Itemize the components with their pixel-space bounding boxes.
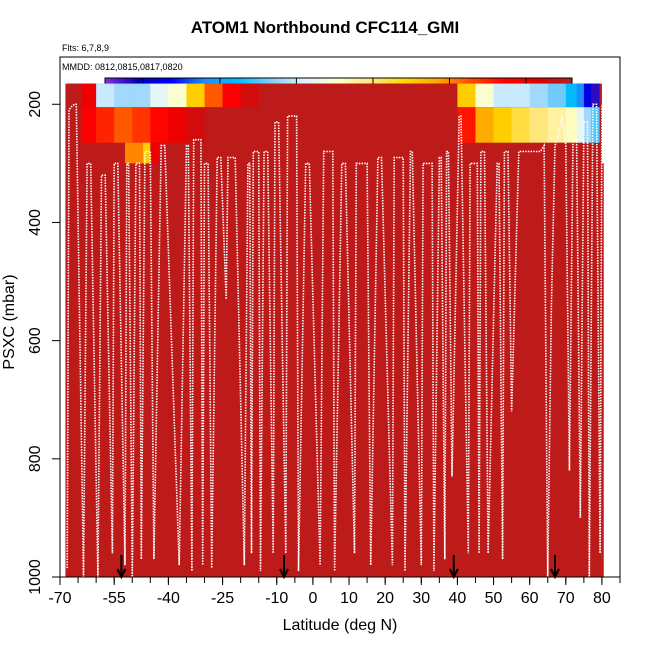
x-tick-label: -70 (48, 590, 71, 607)
heatmap-cell (96, 83, 115, 108)
x-tick-label: 30 (412, 590, 430, 607)
heatmap-cell (457, 107, 476, 143)
heatmap-cell (125, 142, 144, 164)
heatmap-cell (591, 107, 600, 143)
x-tick-label: 10 (340, 590, 358, 607)
x-tick-label: 40 (449, 590, 467, 607)
heatmap-cell (222, 83, 242, 108)
heatmap-cell (529, 107, 549, 143)
heatmap-cell (493, 107, 513, 143)
heatmap-cell (240, 107, 260, 143)
heatmap-cell (81, 107, 97, 143)
x-tick-label: 60 (521, 590, 539, 607)
flights-label: Flts: 6,7,8,9 (62, 43, 110, 53)
heatmap-cell (475, 83, 495, 108)
heatmap-cell (81, 83, 97, 108)
heatmap-cell (258, 83, 278, 108)
x-tick-label: 20 (376, 590, 394, 607)
heatmap-cell (186, 83, 206, 108)
heatmap-cell (446, 83, 458, 108)
heatmap-cell (457, 83, 476, 108)
heatmap-cell (591, 83, 600, 108)
heatmap-cell (168, 107, 187, 143)
heatmap-cell (204, 83, 224, 108)
y-tick-label: 200 (27, 91, 44, 118)
heatmap-cell (150, 83, 169, 108)
heatmap-edge (601, 163, 604, 577)
flight-track (66, 103, 603, 578)
x-tick-label: -25 (211, 590, 234, 607)
heatmap-cell (114, 107, 133, 143)
heatmap-cell (565, 107, 578, 143)
y-tick-label: 600 (27, 327, 44, 354)
heatmap-cell (511, 107, 531, 143)
x-axis: -70 -55 -40 -25 -10 0 10 20 30 40 50 60 70 80 (48, 576, 621, 607)
y-tick-label: 1000 (27, 559, 44, 595)
heatmap-cell (276, 83, 314, 108)
chart-title: ATOM1 Northbound CFC114_GMI (190, 18, 460, 37)
heatmap-cell (240, 83, 260, 108)
x-tick-label: 70 (557, 590, 575, 607)
heatmap-cell (349, 83, 386, 108)
arrows (116, 555, 560, 580)
heatmap-cell (576, 107, 585, 143)
heatmap-cell (349, 107, 386, 143)
y-tick-label: 400 (27, 209, 44, 236)
heatmap-cell (96, 107, 115, 143)
heatmap-cell (150, 142, 159, 164)
x-axis-label: Latitude (deg N) (283, 617, 398, 634)
heatmap-cell (493, 83, 513, 108)
heatmap-cell (576, 83, 585, 108)
heatmap-cell (421, 83, 448, 108)
heatmap-cell (312, 83, 350, 108)
heatmap-cell (204, 107, 224, 143)
heatmap-cell (475, 107, 495, 143)
x-tick-label: 0 (308, 590, 317, 607)
heatmap-cell (312, 107, 350, 143)
heatmap-cell (186, 107, 206, 143)
x-tick-label: 50 (485, 590, 503, 607)
x-tick-label: -40 (157, 590, 180, 607)
y-tick-label: 800 (27, 445, 44, 472)
heatmap-cell (67, 83, 83, 108)
heatmap-cell (114, 83, 133, 108)
heatmap-cell (132, 83, 151, 108)
heatmap-cell (67, 107, 83, 143)
heatmap-cell (511, 83, 531, 108)
x-tick-label: -55 (103, 590, 126, 607)
heatmap-cell (565, 83, 578, 108)
x-tick-label: 80 (593, 590, 611, 607)
heatmap-cell (276, 107, 314, 143)
heatmap-cell (583, 83, 592, 108)
flight-track-line (66, 103, 603, 578)
heatmap-cell (168, 83, 187, 108)
heatmap-cell (446, 107, 458, 143)
heatmap-cell (529, 83, 549, 108)
heatmap-cell (385, 83, 422, 108)
heatmap-cell (222, 107, 242, 143)
x-tick-label: -10 (265, 590, 288, 607)
heatmap-cell (258, 107, 278, 143)
y-axis: 200 400 600 800 1000 (27, 91, 60, 595)
heatmap-cell (547, 83, 567, 108)
heatmap-cell (150, 107, 169, 143)
heatmap-cell (132, 107, 151, 143)
heatmap-cell (421, 107, 448, 143)
y-axis-label: PSXC (mbar) (1, 274, 18, 369)
heatmap (65, 83, 604, 577)
heatmap-cell (143, 142, 151, 164)
heatmap-cell (385, 107, 422, 143)
dates-label: MMDD: 0812,0815,0817,0820 (62, 62, 183, 72)
